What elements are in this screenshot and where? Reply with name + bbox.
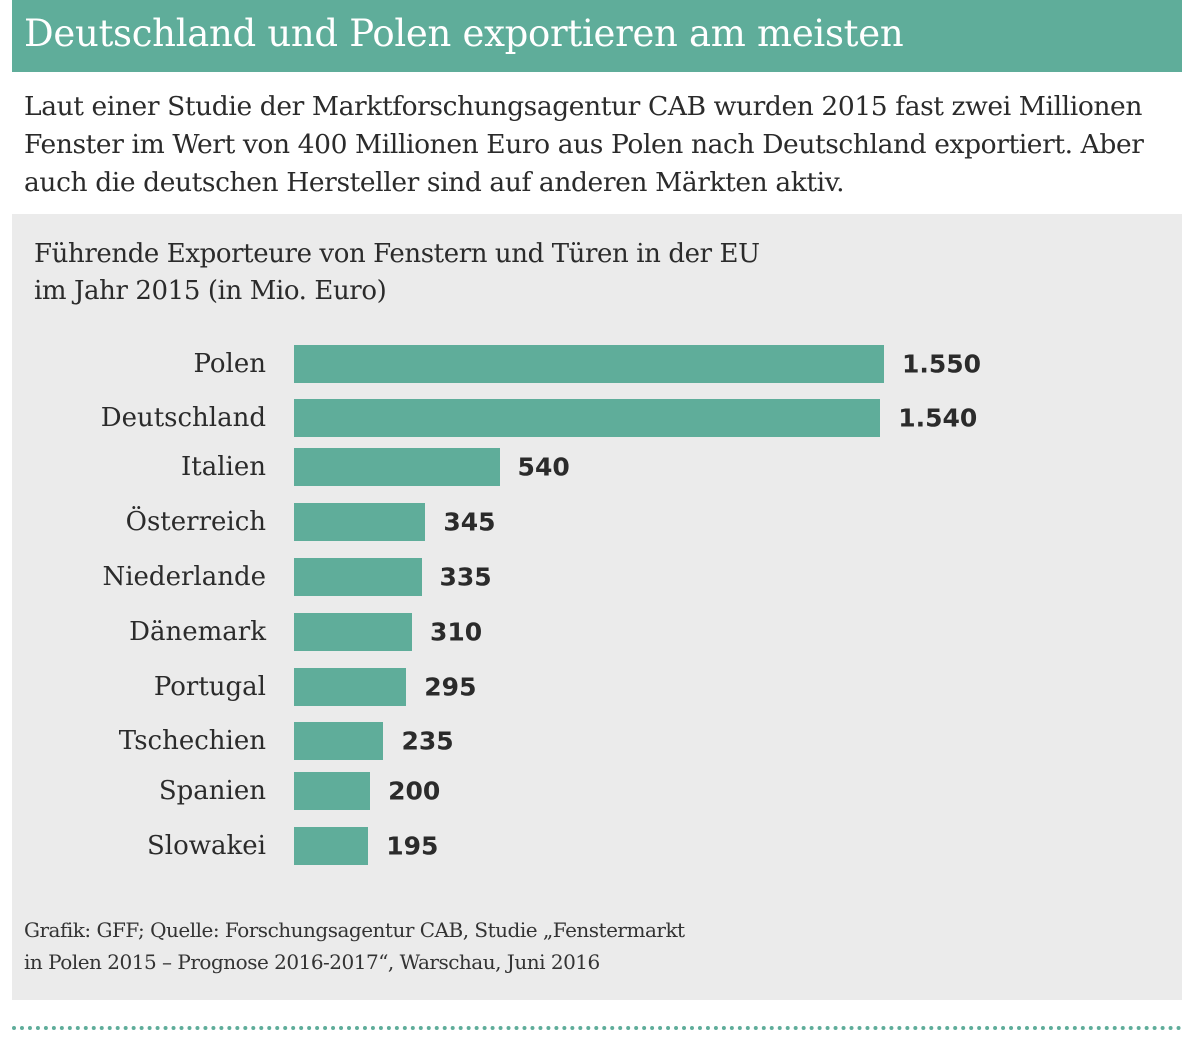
value-label: 310 [430,617,483,647]
category-label: Deutschland [100,403,266,433]
value-label: 235 [401,726,454,756]
value-label: 345 [443,507,496,537]
bar-portugal [294,668,407,706]
chart-panel: Führende Exporteure von Fenstern und Tür… [12,214,1182,1000]
value-label: 1.550 [902,349,982,379]
bar-italien [294,448,500,486]
value-label: 1.540 [898,403,978,433]
bar-niederlande [294,558,422,596]
bar-spanien [294,772,371,810]
bar-slowakei [294,827,369,865]
chart-title-line2: im Jahr 2015 (in Mio. Euro) [34,276,387,306]
bar-tschechien [294,722,384,760]
category-label: Polen [193,349,266,379]
category-label: Niederlande [102,562,266,592]
value-label: 540 [517,452,570,482]
source-note: Grafik: GFF; Quelle: Forschungsagentur C… [24,914,685,978]
category-label: Tschechien [118,726,266,756]
category-label: Portugal [153,672,266,702]
category-label: Spanien [158,776,266,806]
value-label: 295 [424,672,477,702]
category-label: Italien [181,452,266,482]
category-label: Österreich [125,507,266,537]
value-label: 195 [386,831,439,861]
page-title: Deutschland und Polen exportieren am mei… [24,12,904,55]
chart-title: Führende Exporteure von Fenstern und Tür… [34,236,760,310]
category-label: Dänemark [129,617,266,647]
chart-title-line1: Führende Exporteure von Fenstern und Tür… [34,239,760,269]
bar-polen [294,345,884,383]
category-label: Slowakei [147,831,266,861]
bar-deutschland [294,399,881,437]
intro-text: Laut einer Studie der Marktforschungsage… [24,91,1144,198]
header-banner: Deutschland und Polen exportieren am mei… [12,0,1182,72]
source-line2: in Polen 2015 – Prognose 2016-2017“, War… [24,950,600,974]
dotted-divider [12,1026,1182,1030]
bar-österreich [294,503,426,541]
value-label: 335 [439,562,492,592]
bar-dänemark [294,613,412,651]
source-line1: Grafik: GFF; Quelle: Forschungsagentur C… [24,918,685,942]
value-label: 200 [388,776,441,806]
